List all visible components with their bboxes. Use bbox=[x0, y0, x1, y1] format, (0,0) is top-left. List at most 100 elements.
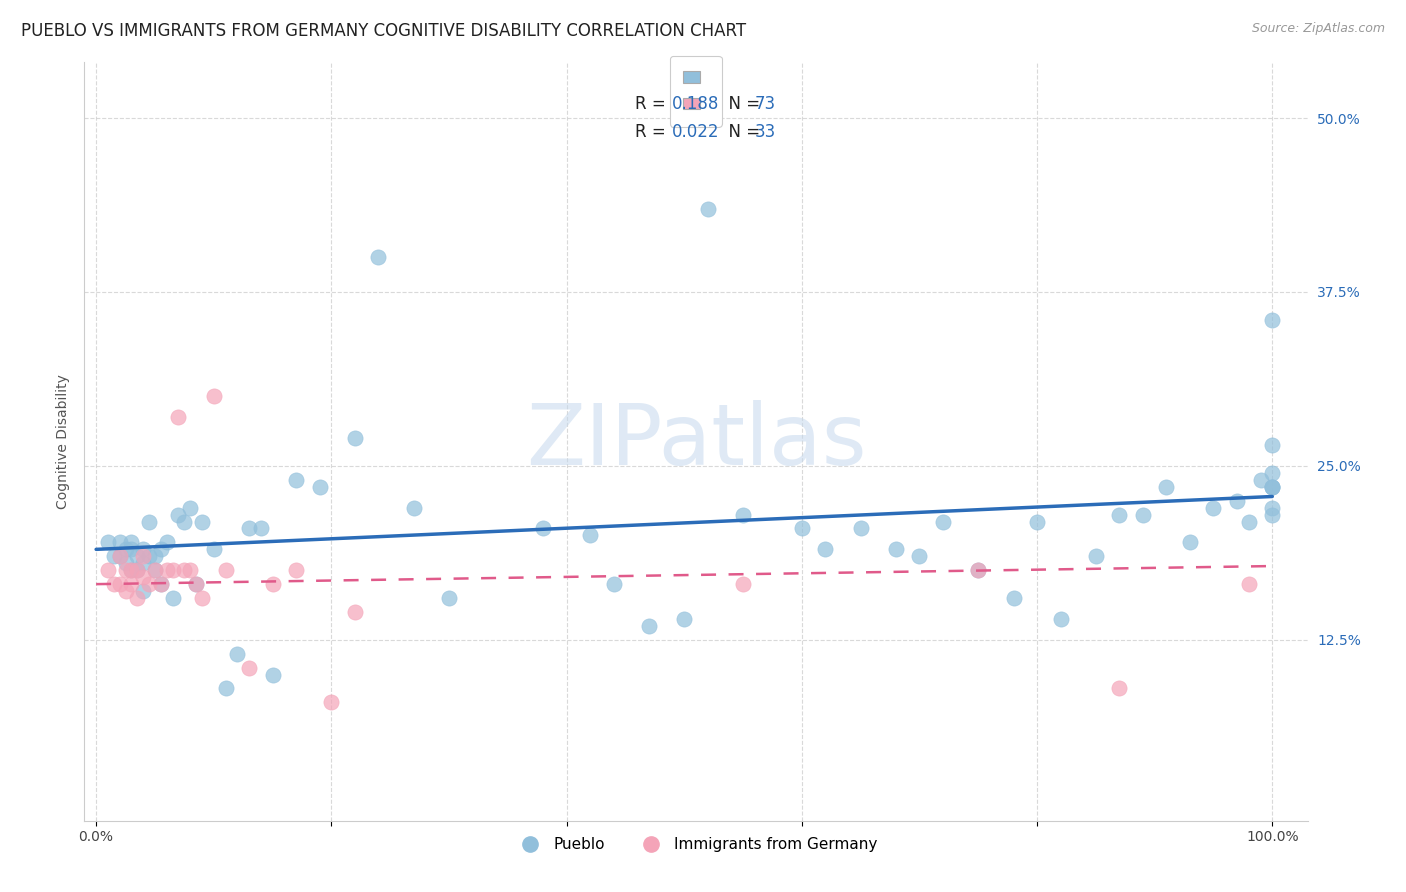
Point bbox=[790, 521, 813, 535]
Point bbox=[343, 431, 366, 445]
Point bbox=[173, 515, 195, 529]
Point bbox=[191, 515, 214, 529]
Point bbox=[184, 577, 207, 591]
Text: R =: R = bbox=[636, 95, 671, 113]
Point bbox=[114, 584, 136, 599]
Point bbox=[285, 563, 308, 577]
Point bbox=[1108, 508, 1130, 522]
Point bbox=[202, 389, 225, 403]
Point bbox=[103, 577, 125, 591]
Point bbox=[1237, 515, 1260, 529]
Point bbox=[143, 563, 166, 577]
Point bbox=[1049, 612, 1071, 626]
Point bbox=[156, 563, 179, 577]
Y-axis label: Cognitive Disability: Cognitive Disability bbox=[56, 374, 70, 509]
Point bbox=[120, 563, 142, 577]
Point bbox=[1261, 500, 1284, 515]
Point bbox=[156, 535, 179, 549]
Point bbox=[308, 480, 330, 494]
Point bbox=[120, 535, 142, 549]
Point bbox=[127, 563, 149, 577]
Point bbox=[437, 591, 460, 605]
Point bbox=[673, 612, 696, 626]
Point bbox=[908, 549, 931, 564]
Point bbox=[132, 549, 155, 564]
Point bbox=[814, 542, 837, 557]
Point bbox=[249, 521, 271, 535]
Point bbox=[114, 563, 136, 577]
Point bbox=[162, 591, 184, 605]
Point bbox=[638, 619, 661, 633]
Point bbox=[127, 563, 149, 577]
Point bbox=[149, 577, 172, 591]
Point bbox=[97, 535, 120, 549]
Point bbox=[849, 521, 872, 535]
Point bbox=[1084, 549, 1107, 564]
Point bbox=[162, 563, 184, 577]
Point bbox=[127, 591, 149, 605]
Point bbox=[138, 515, 160, 529]
Point bbox=[731, 508, 754, 522]
Point bbox=[108, 577, 131, 591]
Point bbox=[214, 563, 236, 577]
Text: Source: ZipAtlas.com: Source: ZipAtlas.com bbox=[1251, 22, 1385, 36]
Point bbox=[167, 508, 190, 522]
Point bbox=[602, 577, 624, 591]
Point bbox=[138, 577, 160, 591]
Point bbox=[108, 549, 131, 564]
Text: R =: R = bbox=[636, 123, 671, 141]
Point bbox=[238, 660, 260, 674]
Point bbox=[343, 605, 366, 619]
Text: ZIPatlas: ZIPatlas bbox=[526, 400, 866, 483]
Point bbox=[127, 549, 149, 564]
Point bbox=[1261, 438, 1284, 452]
Point bbox=[132, 542, 155, 557]
Point bbox=[579, 528, 602, 542]
Point bbox=[132, 584, 155, 599]
Point bbox=[1178, 535, 1201, 549]
Point bbox=[184, 577, 207, 591]
Point bbox=[226, 647, 249, 661]
Point bbox=[967, 563, 990, 577]
Text: N =: N = bbox=[718, 123, 765, 141]
Point bbox=[149, 577, 172, 591]
Point bbox=[321, 695, 343, 709]
Point bbox=[1202, 500, 1225, 515]
Point bbox=[1026, 515, 1049, 529]
Point bbox=[108, 549, 131, 564]
Point bbox=[120, 577, 142, 591]
Point bbox=[238, 521, 260, 535]
Point bbox=[173, 563, 195, 577]
Point bbox=[179, 563, 201, 577]
Text: 0.022: 0.022 bbox=[672, 123, 718, 141]
Point bbox=[167, 410, 190, 425]
Point bbox=[1108, 681, 1130, 696]
Point bbox=[103, 549, 125, 564]
Point bbox=[262, 667, 284, 681]
Point bbox=[967, 563, 990, 577]
Point bbox=[143, 563, 166, 577]
Point bbox=[138, 549, 160, 564]
Point bbox=[1237, 577, 1260, 591]
Point bbox=[97, 563, 120, 577]
Point bbox=[120, 563, 142, 577]
Point bbox=[285, 473, 308, 487]
Point bbox=[202, 542, 225, 557]
Point bbox=[1261, 508, 1284, 522]
Point bbox=[1250, 473, 1272, 487]
Point bbox=[367, 250, 389, 264]
Point bbox=[132, 570, 155, 584]
Point bbox=[402, 500, 425, 515]
Point bbox=[1261, 480, 1284, 494]
Point bbox=[731, 577, 754, 591]
Text: PUEBLO VS IMMIGRANTS FROM GERMANY COGNITIVE DISABILITY CORRELATION CHART: PUEBLO VS IMMIGRANTS FROM GERMANY COGNIT… bbox=[21, 22, 747, 40]
Point bbox=[114, 542, 136, 557]
Point bbox=[191, 591, 214, 605]
Point bbox=[149, 542, 172, 557]
Point bbox=[696, 202, 718, 216]
Point bbox=[1132, 508, 1154, 522]
Point bbox=[143, 549, 166, 564]
Point bbox=[1261, 313, 1284, 327]
Point bbox=[1261, 480, 1284, 494]
Text: 73: 73 bbox=[755, 95, 776, 113]
